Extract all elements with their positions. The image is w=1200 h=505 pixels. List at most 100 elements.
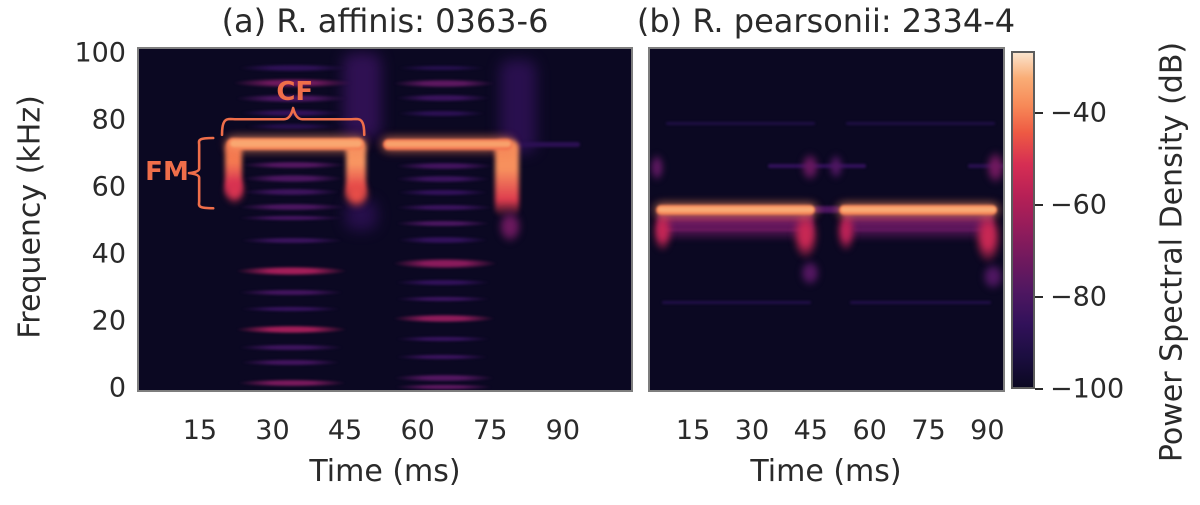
spectrogram-blob	[981, 262, 1005, 291]
spectrogram-band	[242, 160, 346, 170]
spectrogram-band	[393, 258, 498, 269]
spectrogram-blob	[827, 153, 845, 181]
colorbar-tick-label: −100	[1050, 373, 1125, 405]
x-tick-label: 60	[852, 415, 887, 446]
x-tick-label: 75	[473, 415, 508, 446]
spectrogram-band	[395, 353, 488, 361]
colorbar-tick-mark	[1035, 296, 1043, 299]
spectrogram-band	[393, 314, 496, 324]
spectrogram-band	[237, 378, 347, 387]
y-tick-label: 60	[91, 171, 126, 203]
spectrogram-blob	[343, 178, 371, 209]
spectrogram-band	[238, 202, 346, 211]
spectrogram-hline	[661, 217, 807, 222]
spectrogram-band	[241, 359, 341, 366]
spectrogram-hline	[846, 121, 996, 125]
spectrogram-band	[243, 174, 343, 183]
spectrogram-band	[241, 236, 343, 245]
spectrogram-blob	[835, 210, 856, 253]
spectrogram-band	[243, 188, 341, 196]
spectrogram-band	[236, 325, 348, 335]
spectrogram-hline	[853, 227, 984, 232]
colorbar-tick-mark	[1035, 204, 1043, 207]
y-tick-label: 20	[91, 305, 126, 337]
spectrogram-band	[395, 162, 493, 171]
panel-b-title: (b) R. pearsonii: 2334-4	[636, 2, 1016, 40]
spectrogram-band	[241, 305, 341, 313]
colorbar-tick-label: −60	[1050, 189, 1107, 221]
spectrogram-hline	[661, 300, 811, 304]
x-tick-label: 45	[793, 415, 828, 446]
colorbar-label: Power Spectral Density (dB)	[1154, 41, 1190, 463]
spectrogram-smear	[499, 59, 537, 154]
y-tick-label: 100	[74, 37, 126, 69]
spectrogram-band	[395, 295, 491, 303]
spectrogram-cf	[840, 206, 996, 213]
brace-path	[220, 106, 366, 137]
spectrogram-band	[395, 219, 491, 228]
spectrogram-band	[238, 288, 343, 296]
spectrogram-band	[395, 94, 491, 102]
spectrogram-blob	[652, 210, 674, 253]
x-tick-label: 30	[255, 415, 290, 446]
spectrogram-band	[395, 203, 493, 211]
colorbar-tick-mark	[1035, 112, 1043, 115]
spectrogram-band	[395, 175, 491, 183]
spectrogram-cf	[229, 140, 362, 148]
spectrogram-hline	[850, 300, 992, 304]
x-tick-label: 90	[970, 415, 1005, 446]
x-axis-label-b: Time (ms)	[750, 454, 902, 489]
y-tick-label: 0	[108, 372, 126, 404]
brace-path	[187, 137, 215, 210]
spectrogram-blob	[984, 150, 1005, 186]
spectrogram-panel-b	[648, 47, 1005, 392]
spectrogram-band	[236, 93, 348, 103]
y-tick-label: 40	[91, 238, 126, 270]
spectrogram-band	[398, 236, 488, 244]
spectrogram-band	[238, 63, 348, 73]
spectrogram-band	[232, 78, 353, 89]
x-tick-label: 15	[182, 415, 218, 446]
spectrogram-hline	[663, 227, 805, 232]
colorbar	[1011, 51, 1035, 389]
spectrogram-hline	[665, 121, 815, 125]
x-tick-label: 90	[545, 415, 581, 446]
spectrogram-blob	[973, 210, 1003, 264]
spectrogram-hline	[516, 142, 580, 148]
spectrogram-band	[398, 109, 486, 117]
spectrogram-band	[238, 214, 343, 221]
annotation-fm-label: FM	[145, 157, 189, 188]
spectrogram-cf	[384, 140, 512, 148]
x-tick-label: 45	[327, 415, 363, 446]
x-tick-label: 15	[675, 415, 711, 446]
cf-brace	[220, 106, 366, 137]
spectrogram-band	[394, 373, 495, 382]
spectrogram-blob	[649, 153, 665, 182]
spectrogram-blob	[799, 258, 821, 288]
colorbar-tick-label: −40	[1050, 97, 1107, 129]
annotation-cf-label: CF	[276, 76, 314, 107]
x-tick-label: 30	[734, 415, 770, 446]
spectrogram-panel-a	[137, 47, 633, 392]
spectrogram-band	[393, 79, 496, 88]
x-tick-label: 60	[400, 415, 435, 446]
spectrogram-hline	[812, 206, 841, 213]
spectrogram-hline	[850, 217, 988, 222]
spectrogram-blob	[223, 175, 247, 206]
spectrogram-blob	[792, 210, 820, 261]
spectrogram-band	[395, 335, 491, 343]
x-tick-label: 75	[911, 415, 946, 446]
y-tick-label: 80	[91, 104, 126, 136]
colorbar-tick-mark	[1035, 388, 1043, 390]
spectrogram-band	[398, 189, 488, 196]
spectrogram-band	[245, 123, 338, 130]
spectrogram-cf	[657, 206, 814, 213]
x-axis-label-a: Time (ms)	[309, 454, 461, 489]
spectrogram-band	[238, 344, 343, 351]
spectrogram-vband	[495, 140, 520, 217]
spectrogram-band	[398, 64, 486, 72]
spectrogram-band	[395, 384, 493, 391]
spectrogram-blob	[496, 208, 523, 244]
panel-a-title: (a) R. affinis: 0363-6	[221, 2, 549, 40]
spectrogram-band	[395, 278, 491, 286]
